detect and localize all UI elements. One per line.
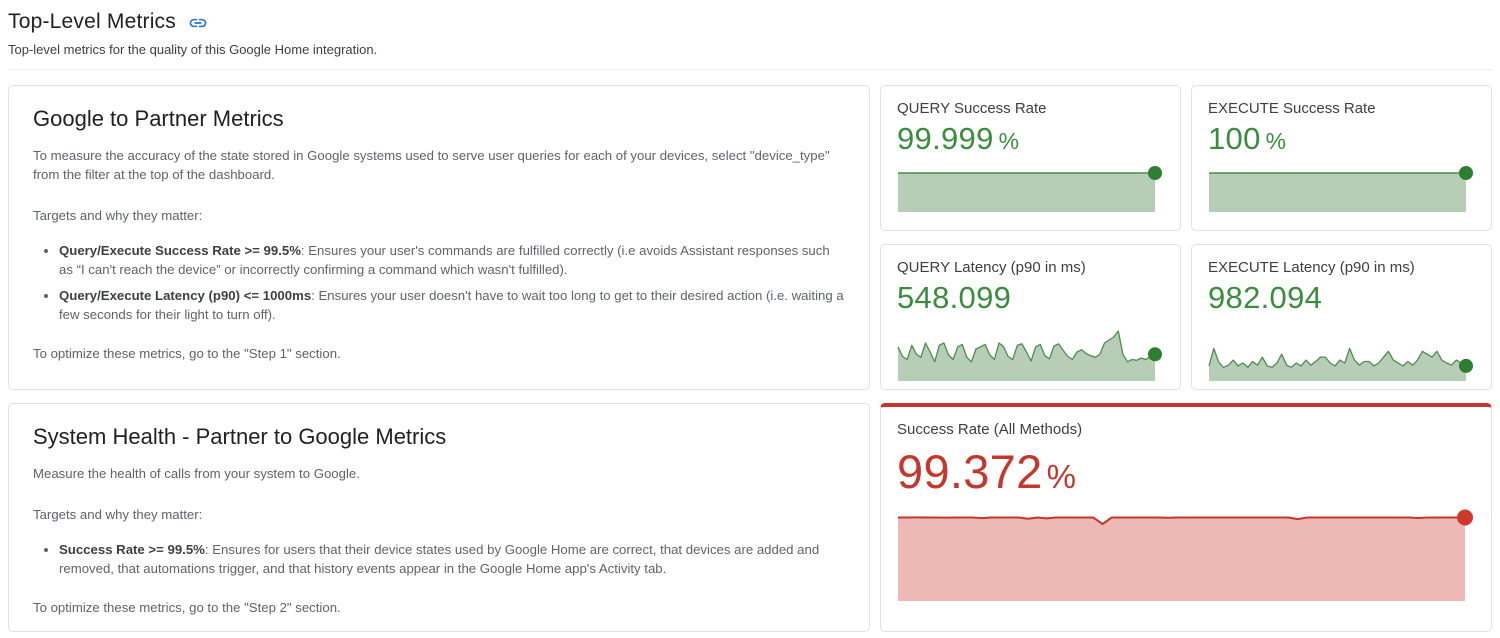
scorecard-query-success-rate: QUERY Success Rate 99.999% (880, 85, 1181, 231)
all-methods-sparkline (897, 509, 1475, 601)
system-health-title: System Health - Partner to Google Metric… (33, 424, 447, 449)
google-to-partner-outro: To optimize these metrics, go to the "St… (33, 346, 341, 361)
targets-list: Query/Execute Success Rate >= 99.5%: Ens… (33, 241, 845, 324)
list-item: Query/Execute Latency (p90) <= 1000ms: E… (59, 286, 845, 324)
metric-value: 548.099 (897, 280, 1012, 315)
page-title: Top-Level Metrics (8, 10, 176, 33)
scorecard-execute-success-rate: EXECUTE Success Rate 100% (1191, 85, 1492, 231)
query-latency-sparkline (897, 321, 1164, 381)
scorecard-title: EXECUTE Latency (p90 in ms) (1208, 259, 1415, 276)
execute-success-sparkline (1208, 166, 1475, 212)
google-to-partner-title: Google to Partner Metrics (33, 106, 284, 131)
dashboard-grid: Google to Partner Metrics To measure the… (8, 85, 1492, 632)
page-header: Top-Level Metrics Top-level metrics for … (8, 4, 1492, 70)
metric-value: 100% (1208, 121, 1287, 156)
metric-value: 982.094 (1208, 280, 1323, 315)
targets-list: Success Rate >= 99.5%: Ensures for users… (33, 540, 845, 578)
link-icon[interactable] (188, 13, 208, 33)
google-to-partner-card: Google to Partner Metrics To measure the… (8, 85, 870, 390)
targets-label: Targets and why they matter: (33, 208, 203, 223)
list-item: Success Rate >= 99.5%: Ensures for users… (59, 540, 845, 578)
scorecard-title: Success Rate (All Methods) (897, 421, 1083, 438)
scorecard-execute-latency: EXECUTE Latency (p90 in ms) 982.094 (1191, 244, 1492, 390)
scorecard-query-latency: QUERY Latency (p90 in ms) 548.099 (880, 244, 1181, 390)
scorecard-title: QUERY Success Rate (897, 100, 1047, 117)
system-health-card: System Health - Partner to Google Metric… (8, 403, 870, 632)
scorecard-title: EXECUTE Success Rate (1208, 100, 1376, 117)
metric-value: 99.999% (897, 121, 1020, 156)
scorecard-success-rate-all-methods: Success Rate (All Methods) 99.372% (880, 403, 1492, 632)
google-to-partner-intro: To measure the accuracy of the state sto… (33, 148, 830, 182)
query-success-sparkline (897, 166, 1164, 212)
metric-value: 99.372% (897, 445, 1076, 498)
execute-latency-sparkline (1208, 321, 1475, 381)
page-subtitle: Top-level metrics for the quality of thi… (8, 42, 378, 57)
system-health-outro: To optimize these metrics, go to the "St… (33, 600, 341, 615)
system-health-intro: Measure the health of calls from your sy… (33, 466, 360, 481)
scorecard-title: QUERY Latency (p90 in ms) (897, 259, 1086, 276)
scorecard-column: QUERY Success Rate 99.999% EXECUTE Succe… (880, 85, 1492, 632)
targets-label: Targets and why they matter: (33, 507, 203, 522)
list-item: Query/Execute Success Rate >= 99.5%: Ens… (59, 241, 845, 279)
info-column: Google to Partner Metrics To measure the… (8, 85, 870, 632)
